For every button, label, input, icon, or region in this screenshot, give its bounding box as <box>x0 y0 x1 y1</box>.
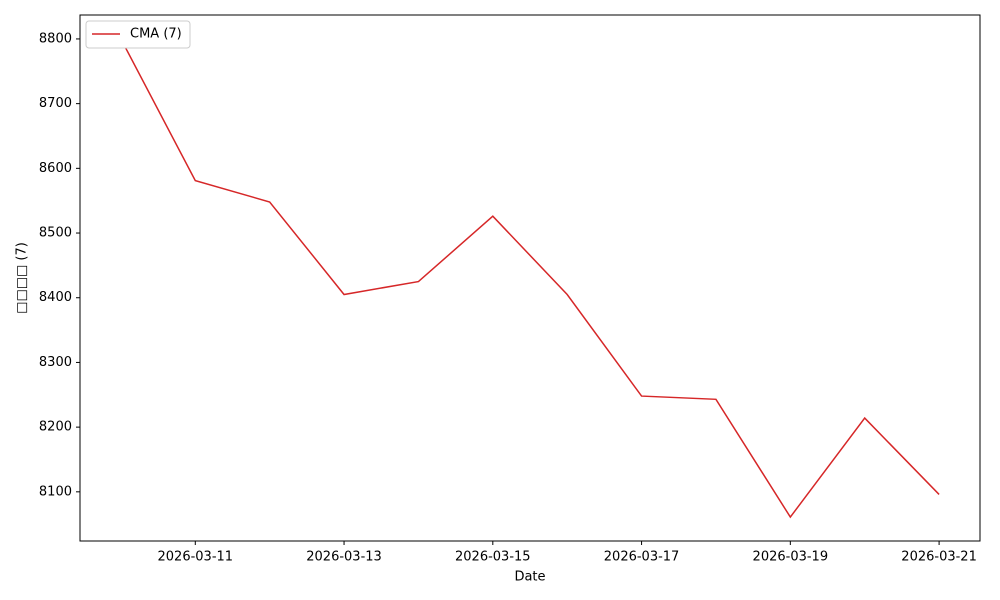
x-tick-label: 2026-03-13 <box>306 550 382 565</box>
y-tick-label: 8300 <box>39 355 72 370</box>
y-tick-label: 8200 <box>39 420 72 435</box>
y-tick-label: 8800 <box>39 31 72 46</box>
y-axis-label: □□□□ (7) <box>15 242 30 314</box>
y-tick-label: 8100 <box>39 484 72 499</box>
x-tick-label: 2026-03-21 <box>901 550 977 565</box>
x-tick-label: 2026-03-11 <box>158 550 234 565</box>
legend-label: CMA (7) <box>130 27 182 42</box>
y-tick-label: 8700 <box>39 96 72 111</box>
y-tick-label: 8400 <box>39 290 72 305</box>
legend-box <box>85 20 191 49</box>
plot-frame <box>79 14 981 542</box>
x-axis-label: Date <box>514 570 545 585</box>
x-tick-label: 2026-03-17 <box>604 550 680 565</box>
y-tick-label: 8600 <box>39 161 72 176</box>
x-tick-label: 2026-03-15 <box>455 550 531 565</box>
y-tick-label: 8500 <box>39 226 72 241</box>
x-tick-label: 2026-03-19 <box>753 550 829 565</box>
line-series <box>120 38 940 519</box>
